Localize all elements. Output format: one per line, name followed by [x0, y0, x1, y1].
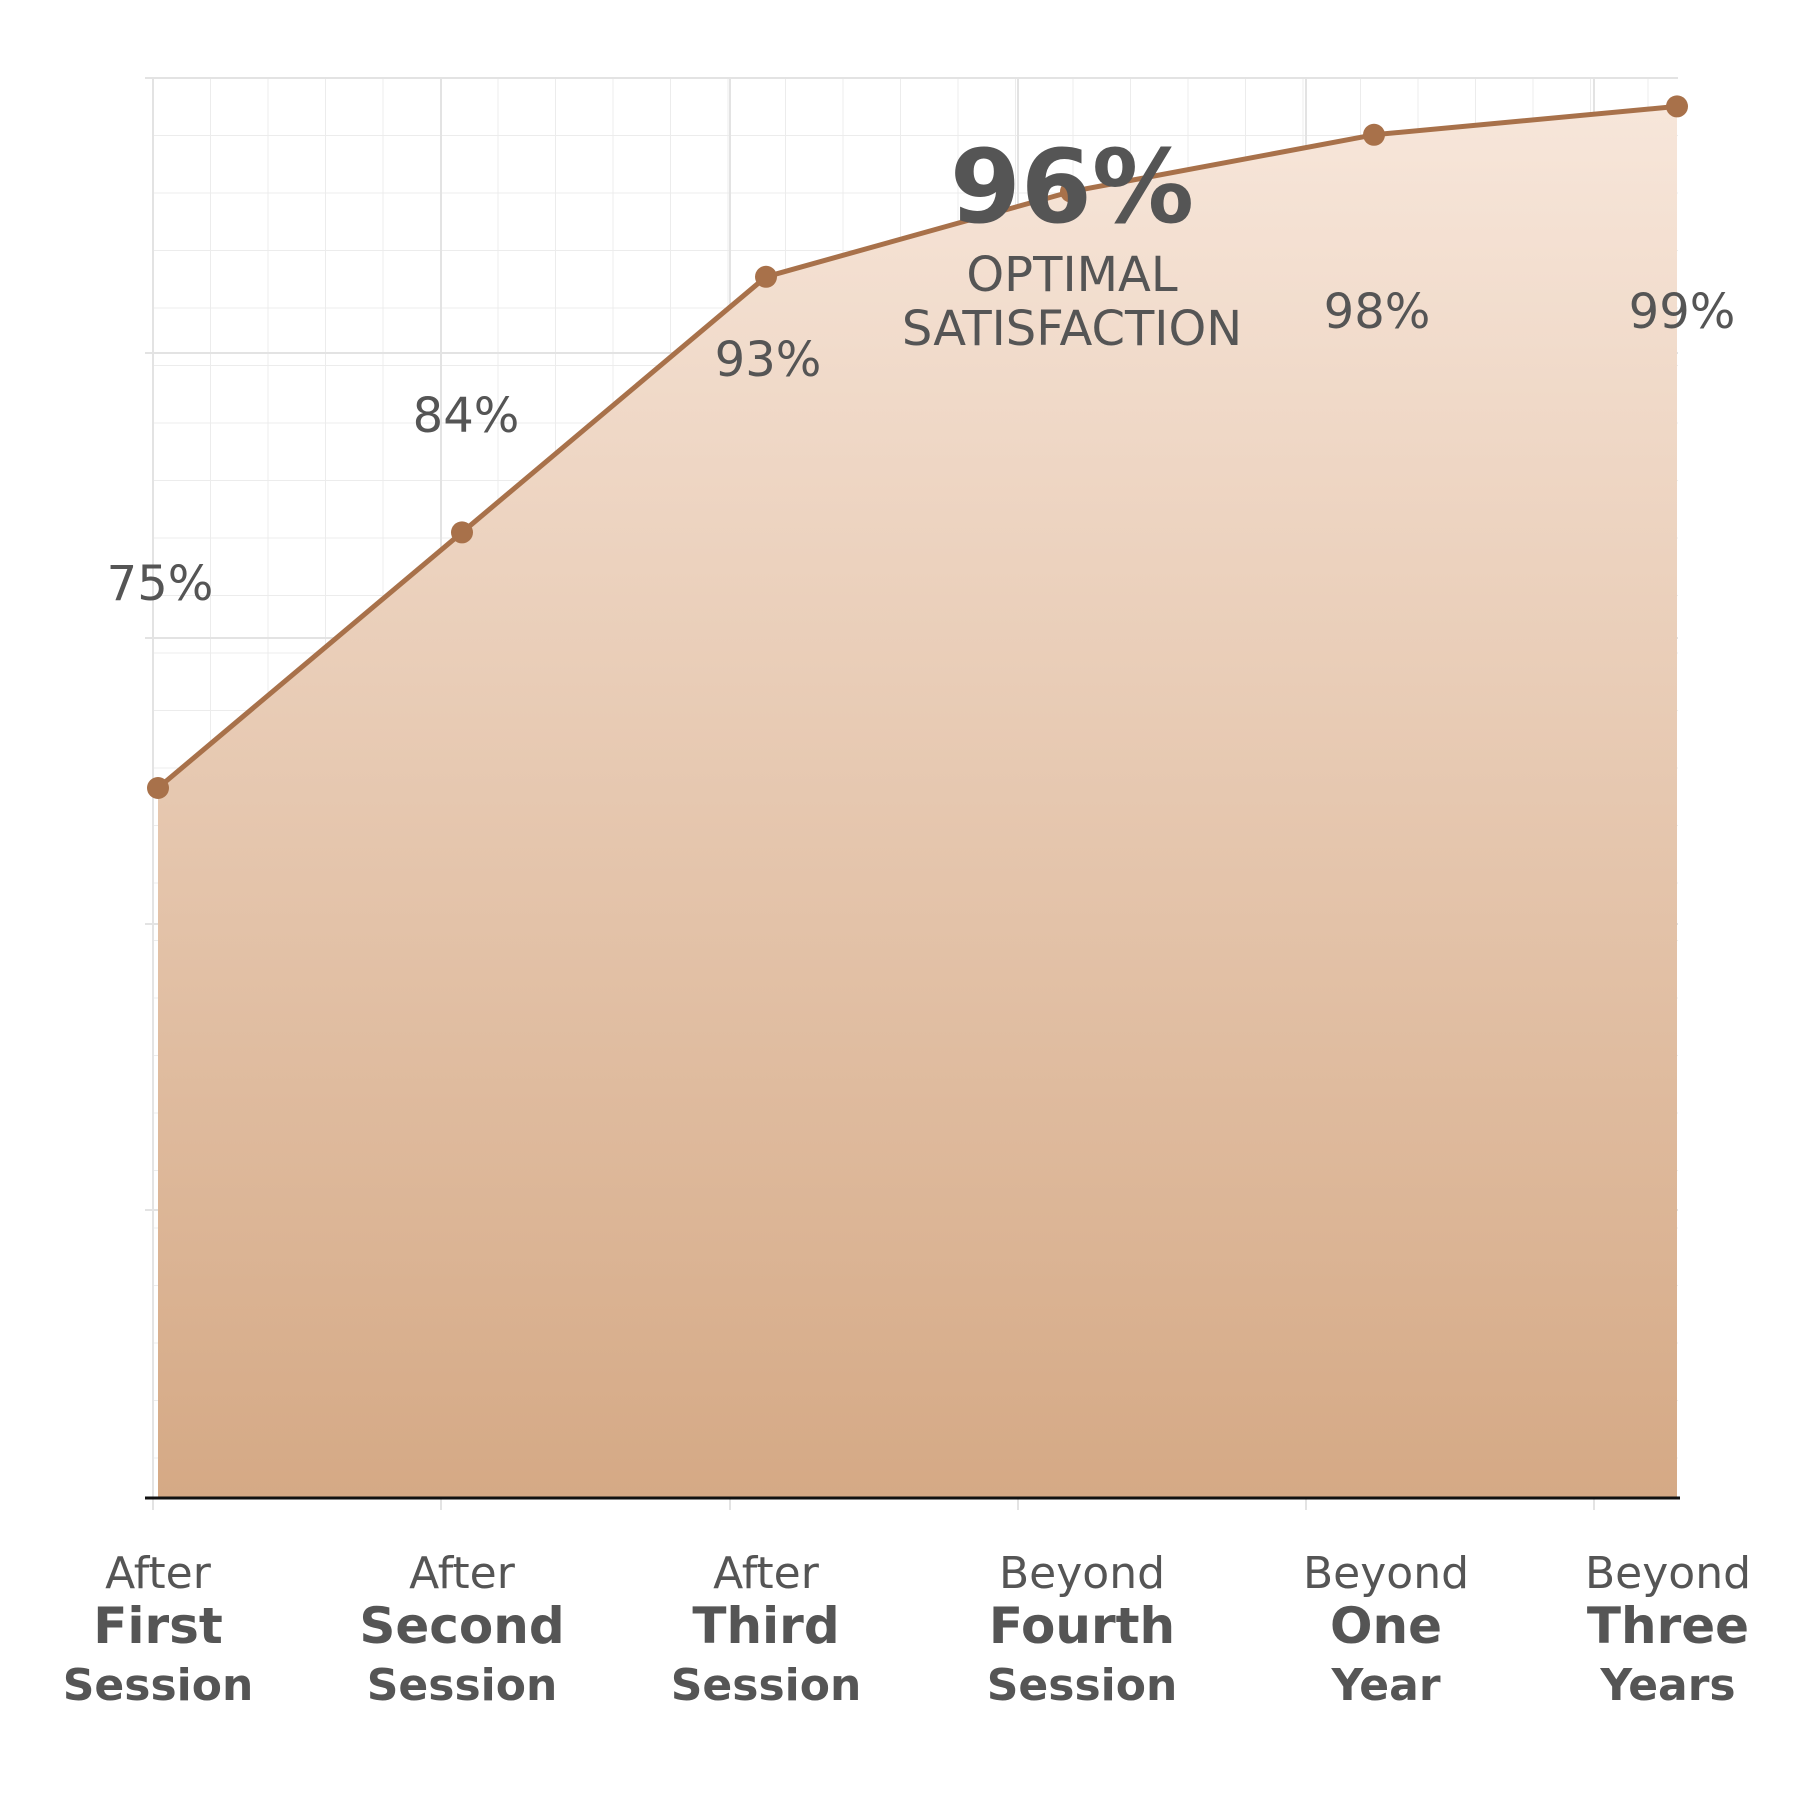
area-fill — [158, 106, 1677, 1498]
area-path — [158, 106, 1677, 1498]
category-sub: Year — [1330, 1660, 1440, 1711]
category-sub: Session — [63, 1660, 254, 1711]
category-main: Third — [692, 1597, 839, 1655]
category-sub: Session — [367, 1660, 558, 1711]
category-pre: Beyond — [1585, 1548, 1751, 1599]
data-point-2 — [451, 521, 473, 544]
series-line-path — [156, 103, 1678, 790]
series-line — [156, 103, 1678, 790]
category-pre: After — [713, 1548, 820, 1599]
headline-line1: OPTIMAL — [966, 247, 1177, 303]
markers — [147, 95, 1688, 799]
headline-value: 96% — [950, 128, 1194, 247]
data-point-4 — [1060, 180, 1082, 203]
category-main: First — [93, 1597, 223, 1655]
data-label-6: 99% — [1629, 284, 1736, 340]
data-point-5 — [1363, 123, 1385, 146]
category-sub: Years — [1599, 1660, 1735, 1711]
category-main: One — [1330, 1597, 1442, 1655]
category-main: Three — [1587, 1597, 1749, 1655]
data-label-2: 84% — [413, 388, 520, 444]
category-labels: AfterFirstSessionAfterSecondSessionAfter… — [63, 1548, 1751, 1711]
category-main: Fourth — [989, 1597, 1175, 1655]
category-pre: After — [409, 1548, 516, 1599]
data-point-1 — [147, 777, 169, 799]
headline: 96% OPTIMAL SATISFACTION — [902, 128, 1242, 357]
headline-line2: SATISFACTION — [902, 301, 1242, 357]
category-sub: Session — [987, 1660, 1178, 1711]
category-pre: After — [105, 1548, 212, 1599]
data-label-1: 75% — [107, 556, 214, 612]
data-label-5: 98% — [1324, 284, 1431, 340]
category-main: Second — [359, 1597, 564, 1655]
category-pre: Beyond — [1303, 1548, 1469, 1599]
category-sub: Session — [671, 1660, 862, 1711]
data-point-3 — [755, 265, 777, 288]
data-label-3: 93% — [715, 332, 822, 388]
data-labels: 75% 84% 93% 98% 99% — [107, 284, 1736, 612]
category-pre: Beyond — [999, 1548, 1165, 1599]
data-point-6 — [1666, 95, 1688, 118]
